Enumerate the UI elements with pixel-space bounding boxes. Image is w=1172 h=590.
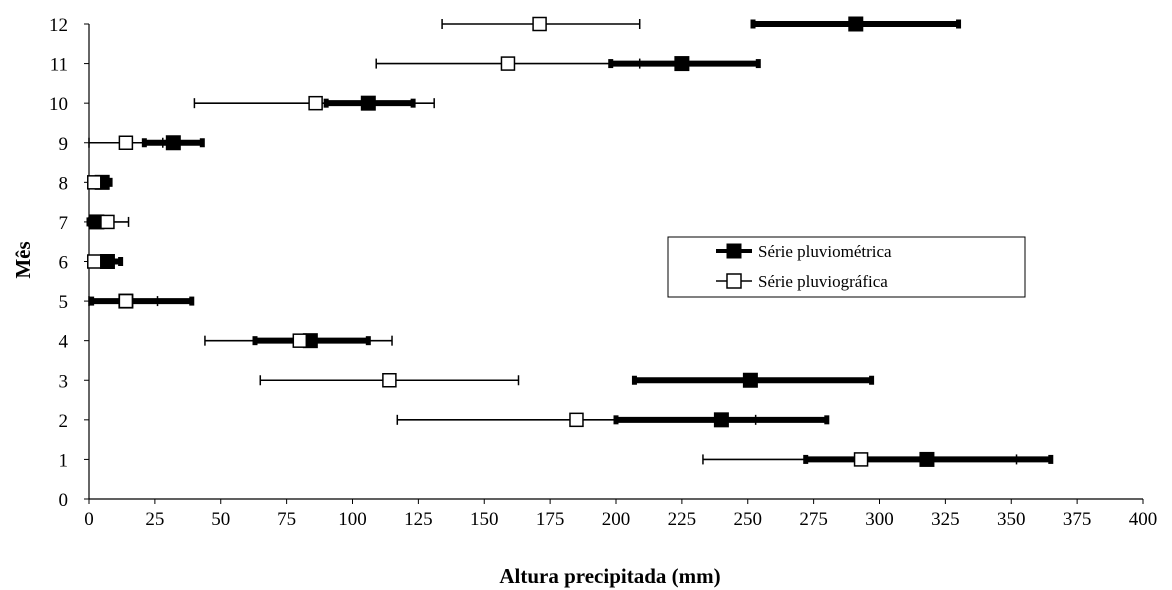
error-cap-high [118, 257, 124, 266]
data-point-open [100, 214, 115, 230]
error-cap-low [396, 414, 399, 425]
y-tick-label: 2 [59, 411, 69, 432]
x-tick-label: 275 [799, 509, 828, 530]
error-cap-low [259, 375, 262, 386]
y-tick-label: 8 [59, 173, 69, 194]
x-tick-label: 375 [1063, 509, 1092, 530]
data-point-open [382, 373, 397, 388]
x-tick-label: 325 [931, 509, 960, 530]
data-point-open [853, 452, 869, 467]
y-tick-label: 4 [59, 332, 69, 353]
error-cap-high [869, 375, 875, 385]
error-cap-high [199, 138, 205, 148]
error-cap-low [204, 335, 206, 346]
data-point-open [292, 333, 308, 348]
error-cap-high [189, 296, 195, 306]
legend: Série pluviométrica Série pluviográfica [667, 236, 1026, 298]
error-cap-low [375, 58, 377, 69]
data-point-open [308, 95, 323, 111]
x-tick-label: 150 [470, 509, 499, 530]
y-tick-label: 3 [59, 371, 69, 392]
data-point-open [532, 16, 547, 32]
error-cap-low [631, 375, 637, 385]
x-tick-label: 25 [145, 509, 164, 530]
data-point-open [569, 412, 584, 428]
error-cap-high [755, 59, 761, 69]
x-tick-label: 200 [602, 509, 631, 530]
x-tick-label: 400 [1129, 509, 1158, 530]
x-axis-title: Altura precipitada (mm) [499, 564, 720, 588]
y-tick-label: 10 [49, 94, 68, 115]
y-tick-label: 11 [50, 55, 68, 76]
x-tick-label: 50 [211, 509, 230, 530]
legend-label-pluviometrica: Série pluviométrica [758, 242, 892, 261]
error-cap-high [1015, 454, 1018, 465]
error-cap-low [702, 454, 704, 465]
error-cap-high [1048, 454, 1054, 464]
y-tick-label: 12 [49, 15, 68, 36]
data-point-open [87, 254, 102, 269]
x-tick-label: 225 [668, 509, 697, 530]
x-tick-label: 250 [734, 509, 763, 530]
x-tick-label: 350 [997, 509, 1026, 530]
error-cap-low [88, 137, 90, 148]
error-cap-high [433, 98, 435, 109]
data-point-filled [674, 56, 690, 72]
y-tick-label: 5 [59, 292, 69, 313]
x-tick-label: 75 [277, 509, 296, 530]
data-point-filled [848, 16, 864, 32]
error-cap-high [638, 58, 641, 69]
y-tick-label: 0 [59, 490, 69, 511]
error-cap-high [638, 19, 641, 29]
x-tick-label: 125 [404, 509, 433, 530]
error-cap-high [956, 19, 962, 29]
error-cap-high [127, 216, 130, 227]
y-tick-label: 7 [59, 213, 69, 234]
legend-marker-pluviometrica [726, 243, 742, 259]
error-cap-high [824, 415, 830, 425]
error-cap-high [754, 414, 757, 425]
error-cap-high [391, 335, 393, 346]
legend-label-pluviografica: Série pluviográfica [758, 272, 888, 291]
data-point-filled [165, 135, 181, 151]
error-cap-low [750, 19, 756, 29]
series-pluviografica [87, 16, 1018, 467]
x-tick-label: 0 [84, 509, 94, 530]
data-point-open [118, 135, 134, 150]
y-tick-label: 1 [59, 450, 69, 471]
error-cap-high [517, 375, 520, 386]
legend-marker-pluviografica [726, 273, 742, 289]
data-point-open [500, 56, 516, 71]
x-tick-label: 300 [865, 509, 894, 530]
error-cap-high [101, 256, 103, 267]
data-point-open [87, 175, 102, 190]
error-cap-high [156, 296, 159, 307]
error-cap-low [441, 19, 443, 29]
data-point-open [118, 293, 134, 309]
x-tick-label: 100 [338, 509, 367, 530]
y-axis-title: Mês [11, 241, 35, 278]
error-cap-low [193, 98, 196, 109]
y-tick-label: 6 [59, 253, 69, 274]
error-cap-low [88, 216, 90, 227]
error-cap-low [88, 296, 90, 307]
data-point-filled [742, 372, 758, 388]
error-cap-high [162, 137, 164, 148]
x-tick-label: 175 [536, 509, 565, 530]
x-axis: 0 25 50 75 100 125 150 175 200 225 250 275 300 325 350… [84, 499, 1157, 530]
y-tick-label: 9 [59, 134, 69, 155]
error-cap-high [107, 177, 113, 187]
